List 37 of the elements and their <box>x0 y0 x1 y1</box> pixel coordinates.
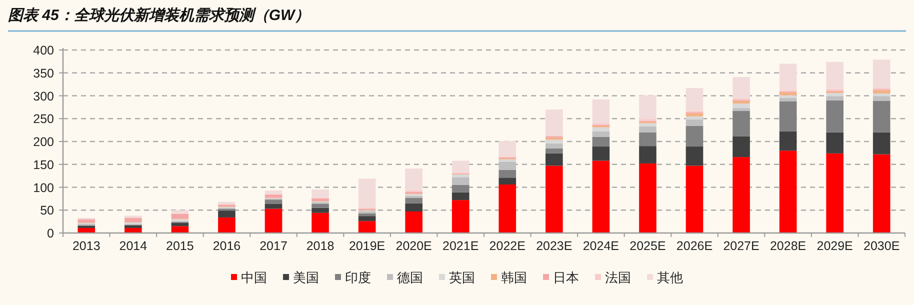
legend-label: 印度 <box>345 270 371 285</box>
legend-label: 英国 <box>449 270 475 285</box>
legend-label: 德国 <box>397 270 423 285</box>
y-tick-label: 200 <box>33 135 54 149</box>
legend-label: 法国 <box>605 270 631 285</box>
x-tick-label: 2021E <box>442 239 479 253</box>
y-tick-label: 350 <box>33 66 54 80</box>
y-tick-label: 400 <box>33 44 54 58</box>
y-tick-label: 0 <box>47 226 54 240</box>
x-tick-label: 2023E <box>536 239 572 253</box>
x-tick-label: 2026E <box>676 239 713 253</box>
y-tick-label: 300 <box>33 89 54 104</box>
legend-label: 韩国 <box>501 270 527 285</box>
title: 图表 45：全球光伏新增装机需求预测（GW） <box>8 7 310 24</box>
legend-label: 其他 <box>657 270 683 285</box>
legend-label: 美国 <box>293 270 319 285</box>
x-tick-label: 2014 <box>119 239 148 253</box>
x-tick-label: 2027E <box>723 239 760 253</box>
x-tick-label: 2030E <box>864 239 900 253</box>
x-tick-label: 2013 <box>72 239 100 253</box>
y-tick-label: 50 <box>40 204 54 218</box>
x-tick-label: 2024E <box>582 239 620 253</box>
x-tick-label: 2017 <box>260 239 288 253</box>
y-tick-label: 250 <box>33 112 54 126</box>
x-tick-label: 2022E <box>489 239 526 253</box>
x-tick-label: 2015 <box>166 239 194 253</box>
legend-label: 日本 <box>553 270 579 285</box>
x-tick-label: 2019E <box>348 239 386 253</box>
x-tick-label: 2025E <box>630 239 666 253</box>
x-tick-label: 2020E <box>396 239 432 253</box>
y-tick-label: 100 <box>33 180 54 195</box>
y-tick-label: 150 <box>33 158 54 172</box>
legend-label: 中国 <box>241 270 267 285</box>
x-tick-label: 2018 <box>306 239 334 253</box>
x-tick-label: 2029E <box>816 239 853 253</box>
x-tick-label: 2028E <box>770 239 806 253</box>
x-tick-label: 2016 <box>212 239 241 253</box>
